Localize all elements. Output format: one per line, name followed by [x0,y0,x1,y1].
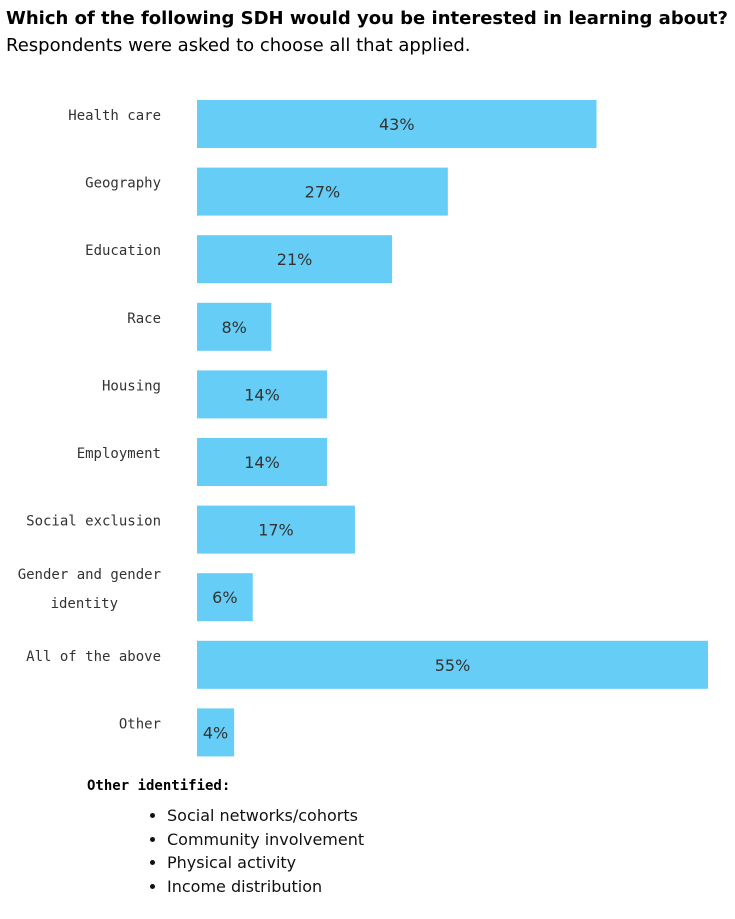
category-label: Other [119,716,161,732]
bar [197,573,253,622]
category-label: Social exclusion [26,514,161,530]
category-label: Education [85,243,161,259]
chart-title: Which of the following SDH would you be … [6,8,728,29]
bar-chart: 43% Health care 27% Geography 21% Education 8%… [18,100,708,757]
bar [197,640,708,689]
category-label: Health care [68,108,161,124]
bar-value-label: 14% [244,453,280,472]
bar-value-label: 27% [305,183,341,202]
bar-value-label: 21% [277,250,313,269]
bar [197,370,328,419]
notes-item: Social networks/cohorts [167,804,364,828]
category-label: Gender and gender identity [18,567,161,612]
bar-value-label: 55% [435,656,471,675]
category-label: Geography [85,176,161,192]
category-label: Race [127,311,161,327]
bar-value-label: 17% [258,521,294,540]
bar [197,438,328,486]
bar-value-label: 43% [379,115,415,134]
notes-title: Other identified: [87,778,231,794]
category-label: All of the above [26,649,161,665]
category-label: Employment [77,446,161,462]
bar [197,708,235,757]
bar-value-label: 14% [244,385,280,404]
bar [197,100,597,148]
notes-item: Income distribution [167,875,364,899]
bar-value-label: 4% [203,723,228,742]
notes-item: Physical activity [167,851,364,875]
bar [197,235,393,284]
notes-list: Social networks/cohorts Community involv… [87,804,364,898]
other-identified-notes: Other identified: Social networks/cohort… [87,778,364,898]
category-label: Housing [102,378,161,394]
bar [197,302,272,351]
bar [197,167,448,216]
bar [197,505,355,554]
chart-subtitle: Respondents were asked to choose all tha… [6,35,471,56]
notes-item: Community involvement [167,828,364,852]
bar-value-label: 6% [212,588,237,607]
bar-value-label: 8% [221,318,246,337]
